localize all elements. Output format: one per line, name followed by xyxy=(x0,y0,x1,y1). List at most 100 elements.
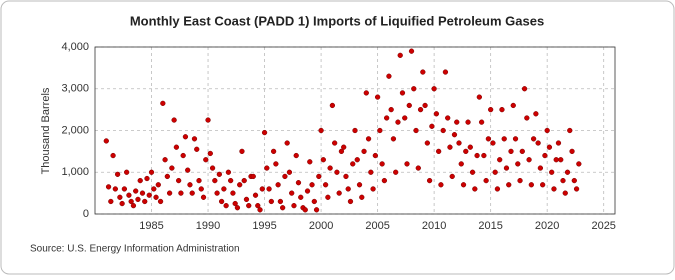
point xyxy=(128,198,134,205)
point xyxy=(259,186,265,192)
point xyxy=(275,182,281,188)
point xyxy=(196,177,202,184)
chart-title: Monthly East Coast (PADD 1) Imports of L… xyxy=(130,13,544,28)
point xyxy=(282,173,288,180)
point xyxy=(384,115,390,121)
point xyxy=(467,144,473,150)
point xyxy=(356,182,363,188)
point xyxy=(273,161,279,167)
point xyxy=(139,190,146,196)
x-tick-label: 1995 xyxy=(252,220,276,232)
point xyxy=(137,177,143,184)
point xyxy=(187,182,193,188)
point xyxy=(225,169,232,175)
x-tick-label: 2000 xyxy=(309,220,333,232)
point xyxy=(230,190,236,196)
point xyxy=(162,157,168,163)
point xyxy=(474,152,480,159)
point xyxy=(268,198,274,205)
point xyxy=(185,167,191,173)
point xyxy=(135,196,141,203)
point xyxy=(354,157,360,163)
point xyxy=(503,165,510,171)
y-tick-label: 1,000 xyxy=(61,166,89,178)
x-tick-label: 1990 xyxy=(196,220,220,232)
x-tick-label: 1985 xyxy=(139,220,163,232)
point xyxy=(535,140,541,146)
point xyxy=(476,94,482,100)
point xyxy=(438,182,444,188)
point xyxy=(293,152,299,159)
point xyxy=(142,198,148,205)
point xyxy=(169,165,175,171)
point xyxy=(483,177,489,184)
point xyxy=(309,182,315,188)
point xyxy=(359,194,365,200)
point xyxy=(345,186,351,192)
point xyxy=(250,173,256,180)
point xyxy=(332,140,338,146)
point xyxy=(377,127,383,134)
point xyxy=(214,190,220,196)
point xyxy=(350,161,356,167)
point xyxy=(176,177,182,184)
point xyxy=(232,200,238,207)
point xyxy=(449,173,455,180)
point xyxy=(524,115,530,121)
point xyxy=(178,190,184,196)
point xyxy=(388,106,394,113)
point xyxy=(386,73,392,79)
point xyxy=(189,190,195,196)
point xyxy=(255,203,261,209)
point xyxy=(280,205,286,211)
point xyxy=(277,198,284,205)
point xyxy=(114,171,121,177)
point xyxy=(512,136,519,142)
point xyxy=(478,119,485,125)
point xyxy=(576,161,582,167)
point xyxy=(257,207,263,213)
point xyxy=(488,106,494,113)
point xyxy=(148,169,155,175)
point xyxy=(291,203,297,209)
point xyxy=(146,192,152,198)
point xyxy=(381,177,388,184)
point xyxy=(205,117,211,123)
point xyxy=(212,177,218,184)
point xyxy=(553,157,559,163)
point xyxy=(311,198,317,205)
point xyxy=(463,148,469,155)
point xyxy=(494,186,501,192)
point xyxy=(121,186,128,192)
point xyxy=(564,169,571,175)
point xyxy=(533,111,539,117)
point xyxy=(157,198,164,205)
point xyxy=(530,136,537,142)
point xyxy=(422,102,428,109)
point xyxy=(103,138,109,144)
x-tick-label: 2010 xyxy=(422,220,446,232)
point xyxy=(207,150,213,157)
point xyxy=(352,127,358,134)
point xyxy=(316,173,322,180)
point xyxy=(239,148,245,155)
point xyxy=(433,111,440,117)
point xyxy=(347,198,354,205)
point xyxy=(481,152,487,159)
point xyxy=(519,148,525,155)
point xyxy=(551,186,557,192)
point xyxy=(320,157,326,163)
point xyxy=(243,196,250,203)
point xyxy=(415,165,421,171)
point xyxy=(544,127,550,134)
point xyxy=(237,182,243,188)
point xyxy=(266,186,272,192)
point xyxy=(126,192,132,198)
point xyxy=(368,169,374,175)
point xyxy=(431,86,437,92)
point xyxy=(537,165,544,171)
x-tick-label: 2015 xyxy=(478,220,502,232)
point xyxy=(492,169,498,175)
point xyxy=(429,123,435,129)
point xyxy=(426,177,433,184)
